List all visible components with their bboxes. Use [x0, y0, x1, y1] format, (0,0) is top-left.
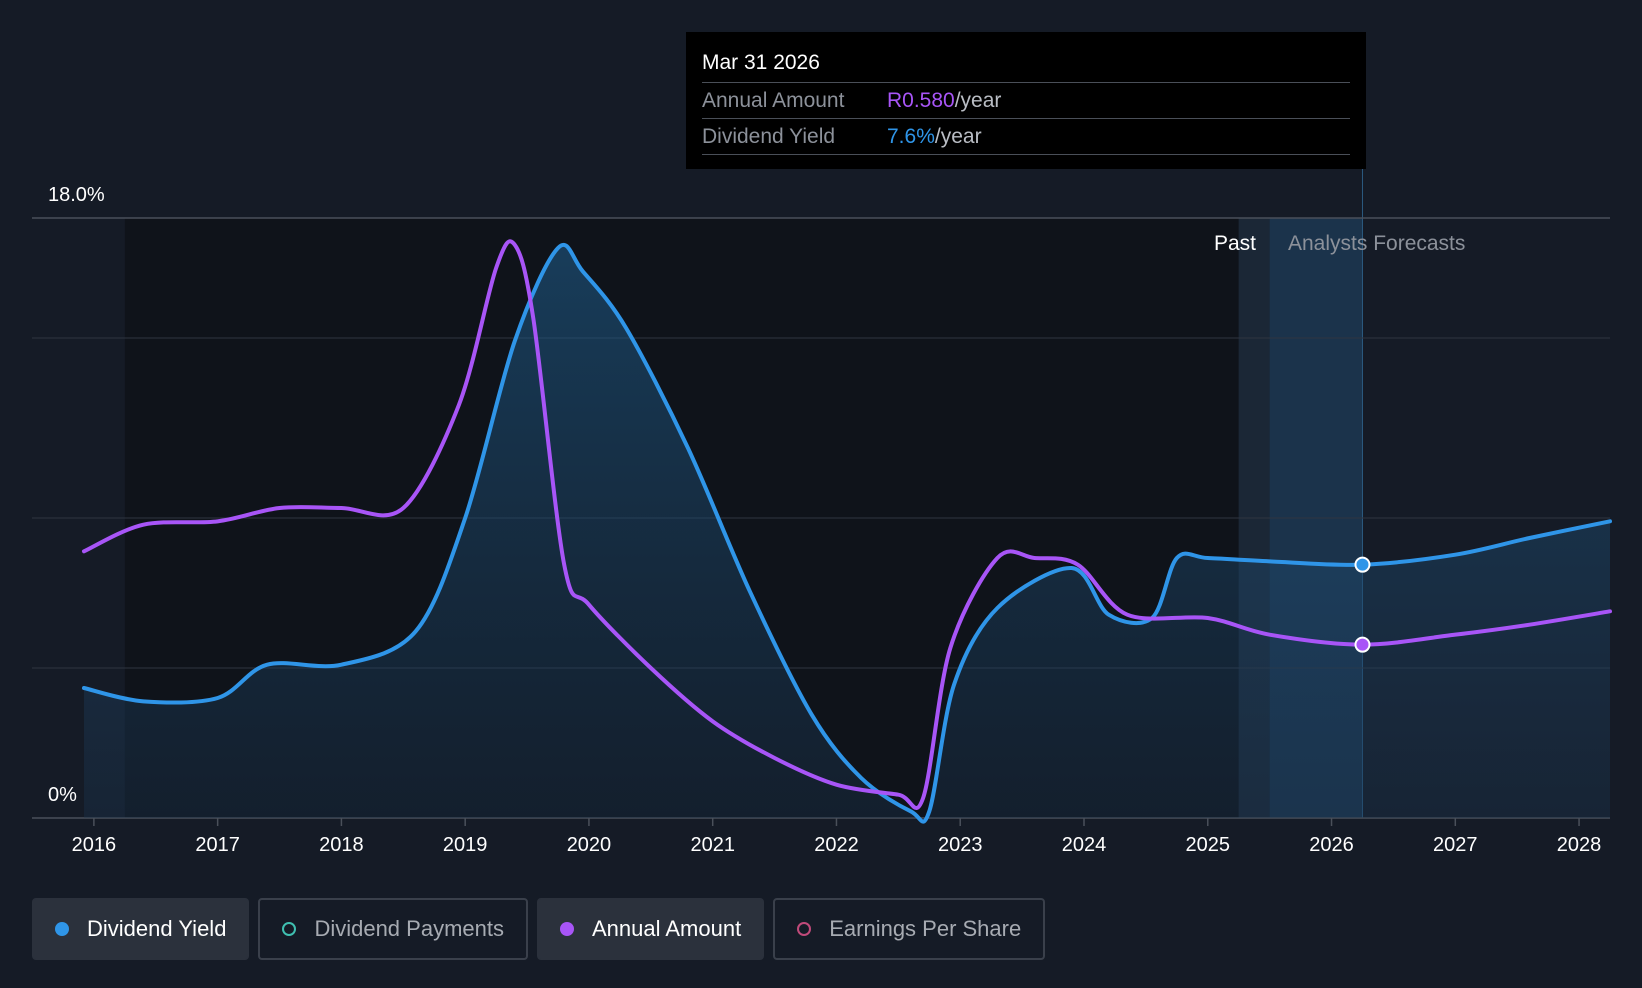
x-tick-label-2021: 2021 — [690, 834, 735, 856]
y-axis-min-label: 0% — [48, 784, 77, 806]
tooltip-amount-value: R0.580 — [887, 89, 955, 112]
x-tick-label-2020: 2020 — [567, 834, 612, 856]
dividend-yield-area — [83, 244, 1610, 822]
x-tick-label-2027: 2027 — [1433, 834, 1478, 856]
legend-dividend-yield-label: Dividend Yield — [87, 916, 227, 941]
legend-earnings-per-share-dot-icon — [797, 922, 812, 936]
annual-amount-marker[interactable] — [1354, 636, 1371, 653]
x-tick-label-2026: 2026 — [1309, 834, 1354, 856]
forecast-label: Analysts Forecasts — [1288, 232, 1465, 255]
tooltip-yield-row: Dividend Yield 7.6% /year — [702, 119, 1350, 155]
tooltip-amount-row: Annual Amount R0.580 /year — [702, 83, 1350, 119]
y-axis-max-label: 18.0% — [48, 184, 105, 206]
chart-legend: Dividend Yield Dividend Payments Annual … — [32, 898, 1046, 960]
x-tick-label-2018: 2018 — [319, 834, 364, 856]
x-tick-label-2025: 2025 — [1186, 834, 1231, 856]
dividend-yield-line — [81, 243, 1612, 824]
x-tick-label-2028: 2028 — [1557, 834, 1602, 856]
legend-dividend-payments-label: Dividend Payments — [314, 916, 504, 941]
legend-earnings-per-share-button[interactable]: Earnings Per Share — [773, 898, 1046, 960]
legend-dividend-payments-button[interactable]: Dividend Payments — [258, 898, 528, 960]
x-tick-label-2017: 2017 — [195, 834, 240, 856]
legend-earnings-per-share-label: Earnings Per Share — [829, 916, 1022, 941]
tooltip-yield-label: Dividend Yield — [702, 125, 836, 148]
x-tick-label-2016: 2016 — [72, 834, 117, 856]
x-tick-label-2019: 2019 — [443, 834, 488, 856]
x-axis: 2016 2017 2018 2019 2020 2021 2022 2023 2024 2025… — [72, 818, 1602, 856]
legend-dividend-yield-dot-icon — [55, 922, 69, 936]
legend-annual-amount-label: Annual Amount — [591, 916, 742, 941]
annual-amount-line — [81, 239, 1612, 810]
tooltip-yield-unit: /year — [934, 125, 982, 148]
legend-annual-amount-button[interactable]: Annual Amount — [536, 898, 765, 960]
legend-annual-amount-dot-icon — [559, 922, 574, 936]
legend-dividend-yield-button[interactable]: Dividend Yield — [32, 898, 250, 960]
tooltip-yield-value: 7.6% — [887, 125, 935, 148]
past-label: Past — [1214, 232, 1256, 255]
x-tick-label-2024: 2024 — [1062, 834, 1107, 856]
tooltip-amount-unit: /year — [954, 89, 1002, 112]
legend-dividend-payments-dot-icon — [282, 922, 297, 936]
dividend-yield-marker[interactable] — [1354, 556, 1371, 573]
x-tick-label-2023: 2023 — [938, 834, 983, 856]
x-tick-label-2022: 2022 — [814, 834, 859, 856]
tooltip-date: Mar 31 2026 — [702, 48, 1350, 83]
tooltip-amount-label: Annual Amount — [702, 89, 845, 112]
chart-tooltip: Mar 31 2026 Annual Amount R0.580 /year D… — [686, 32, 1366, 169]
